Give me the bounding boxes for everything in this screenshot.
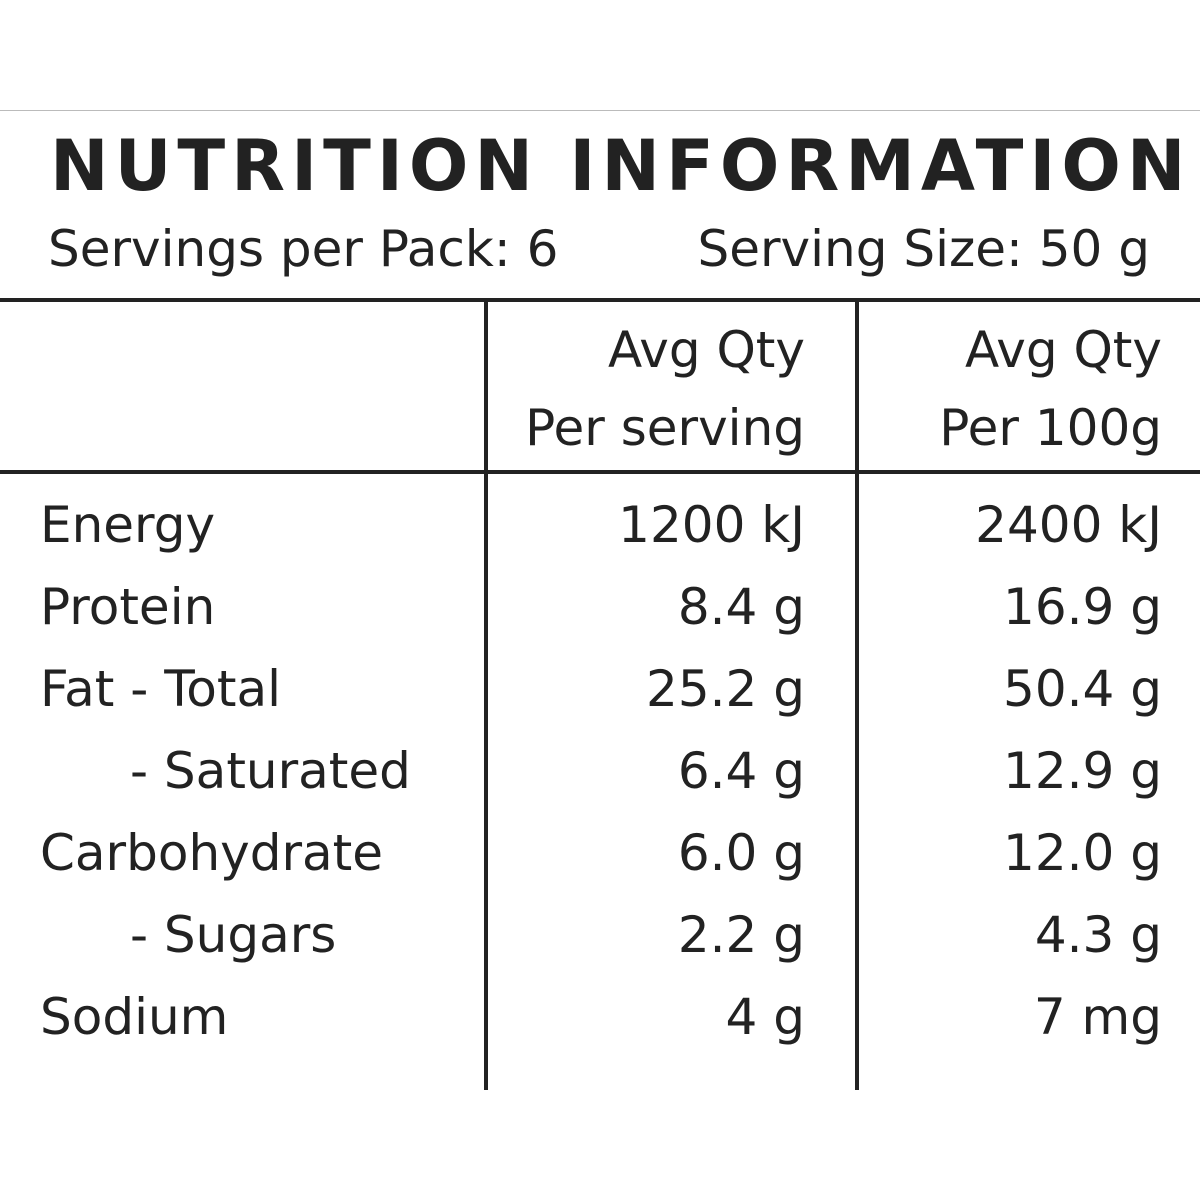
per-serving: 6.4 g: [677, 742, 805, 800]
nutrient-label: - Sugars: [130, 906, 337, 964]
column-rule: [484, 300, 488, 1090]
per-100g: 7 mg: [1033, 988, 1162, 1046]
per-100g: 4.3 g: [1034, 906, 1162, 964]
nutrient-label: - Saturated: [130, 742, 411, 800]
serving-size: Serving Size: 50 g: [697, 220, 1151, 278]
rule: [0, 298, 1200, 302]
nutrient-label: Sodium: [40, 988, 229, 1046]
nutrient-label: Protein: [40, 578, 216, 636]
servings: Servings per Pack: 6: [48, 220, 559, 278]
column-header: Avg Qty: [964, 321, 1162, 379]
nutrient-label: Carbohydrate: [40, 824, 384, 882]
nutrient-label: Fat - Total: [40, 660, 282, 718]
per-100g: 2400 kJ: [975, 496, 1162, 554]
rule: [0, 470, 1200, 474]
per-serving: 8.4 g: [677, 578, 805, 636]
per-100g: 12.0 g: [1003, 824, 1162, 882]
column-header: Per serving: [525, 399, 805, 457]
title: NUTRITION INFORMATION: [50, 125, 1192, 207]
per-serving: 25.2 g: [646, 660, 805, 718]
per-100g: 12.9 g: [1003, 742, 1162, 800]
nutrient-label: Energy: [40, 496, 216, 554]
per-serving: 4 g: [725, 988, 805, 1046]
per-100g: 50.4 g: [1003, 660, 1162, 718]
per-serving: 1200 kJ: [618, 496, 805, 554]
column-rule: [855, 300, 859, 1090]
column-header: Avg Qty: [607, 321, 805, 379]
top-rule: [0, 110, 1200, 111]
per-100g: 16.9 g: [1003, 578, 1162, 636]
column-header: Per 100g: [939, 399, 1162, 457]
per-serving: 6.0 g: [677, 824, 805, 882]
per-serving: 2.2 g: [677, 906, 805, 964]
